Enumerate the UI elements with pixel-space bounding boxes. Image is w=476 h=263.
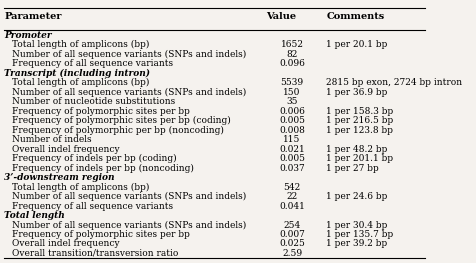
Text: 1652: 1652 [280, 41, 303, 49]
Text: 0.096: 0.096 [278, 59, 305, 68]
Text: 82: 82 [286, 50, 297, 59]
Text: Number of all sequence variants (SNPs and indels): Number of all sequence variants (SNPs an… [12, 192, 246, 201]
Text: Promoter: Promoter [4, 31, 52, 40]
Text: Number of all sequence variants (SNPs and indels): Number of all sequence variants (SNPs an… [12, 50, 246, 59]
Text: 22: 22 [286, 192, 297, 201]
Text: 2815 bp exon, 2724 bp intron: 2815 bp exon, 2724 bp intron [326, 78, 462, 87]
Text: Frequency of polymorphic per bp (noncoding): Frequency of polymorphic per bp (noncodi… [12, 126, 223, 135]
Text: 1 per 48.2 bp: 1 per 48.2 bp [326, 145, 387, 154]
Text: 0.005: 0.005 [278, 154, 305, 163]
Text: 1 per 39.2 bp: 1 per 39.2 bp [326, 240, 387, 249]
Text: Frequency of polymorphic sites per bp: Frequency of polymorphic sites per bp [12, 107, 189, 116]
Text: 254: 254 [283, 221, 300, 230]
Text: Number of all sequence variants (SNPs and indels): Number of all sequence variants (SNPs an… [12, 88, 246, 97]
Text: 1 per 27 bp: 1 per 27 bp [326, 164, 378, 173]
Text: 1 per 20.1 bp: 1 per 20.1 bp [326, 41, 387, 49]
Text: 0.006: 0.006 [278, 107, 305, 116]
Text: Total length of amplicons (bp): Total length of amplicons (bp) [12, 41, 149, 49]
Text: Number of all sequence variants (SNPs and indels): Number of all sequence variants (SNPs an… [12, 220, 246, 230]
Text: Frequency of indels per bp (coding): Frequency of indels per bp (coding) [12, 154, 176, 163]
Text: Frequency of all sequence variants: Frequency of all sequence variants [12, 59, 173, 68]
Text: Overall transition/transversion ratio: Overall transition/transversion ratio [12, 249, 178, 258]
Text: Number of indels: Number of indels [12, 135, 91, 144]
Text: 0.008: 0.008 [278, 126, 305, 135]
Text: 115: 115 [283, 135, 300, 144]
Text: 0.007: 0.007 [278, 230, 305, 239]
Text: Frequency of indels per bp (noncoding): Frequency of indels per bp (noncoding) [12, 164, 194, 173]
Text: 0.037: 0.037 [278, 164, 304, 173]
Text: Value: Value [266, 12, 296, 21]
Text: 3’-downstream region: 3’-downstream region [4, 173, 115, 182]
Text: 1 per 123.8 bp: 1 per 123.8 bp [326, 126, 393, 135]
Text: Total length: Total length [4, 211, 65, 220]
Text: 542: 542 [283, 183, 300, 192]
Text: Frequency of polymorphic sites per bp (coding): Frequency of polymorphic sites per bp (c… [12, 116, 230, 125]
Text: Number of nucleotide substitutions: Number of nucleotide substitutions [12, 97, 175, 106]
Text: 1 per 30.4 bp: 1 per 30.4 bp [326, 221, 387, 230]
Text: 1 per 201.1 bp: 1 per 201.1 bp [326, 154, 393, 163]
Text: 0.021: 0.021 [278, 145, 304, 154]
Text: Transcript (including intron): Transcript (including intron) [4, 69, 150, 78]
Text: 0.041: 0.041 [278, 201, 305, 211]
Text: 0.025: 0.025 [278, 240, 305, 249]
Text: Frequency of all sequence variants: Frequency of all sequence variants [12, 201, 173, 211]
Text: 1 per 24.6 bp: 1 per 24.6 bp [326, 192, 387, 201]
Text: 1 per 216.5 bp: 1 per 216.5 bp [326, 116, 393, 125]
Text: 35: 35 [286, 97, 297, 106]
Text: Total length of amplicons (bp): Total length of amplicons (bp) [12, 183, 149, 192]
Text: Frequency of polymorphic sites per bp: Frequency of polymorphic sites per bp [12, 230, 189, 239]
Text: 5539: 5539 [280, 78, 303, 87]
Text: 1 per 36.9 bp: 1 per 36.9 bp [326, 88, 387, 97]
Text: Total length of amplicons (bp): Total length of amplicons (bp) [12, 78, 149, 87]
Text: 1 per 135.7 bp: 1 per 135.7 bp [326, 230, 393, 239]
Text: 150: 150 [283, 88, 300, 97]
Text: Overall indel frequency: Overall indel frequency [12, 240, 119, 249]
Text: Parameter: Parameter [4, 12, 62, 21]
Text: Overall indel frequency: Overall indel frequency [12, 145, 119, 154]
Text: 1 per 158.3 bp: 1 per 158.3 bp [326, 107, 393, 116]
Text: 2.59: 2.59 [281, 249, 302, 258]
Text: 0.005: 0.005 [278, 116, 305, 125]
Text: Comments: Comments [326, 12, 384, 21]
